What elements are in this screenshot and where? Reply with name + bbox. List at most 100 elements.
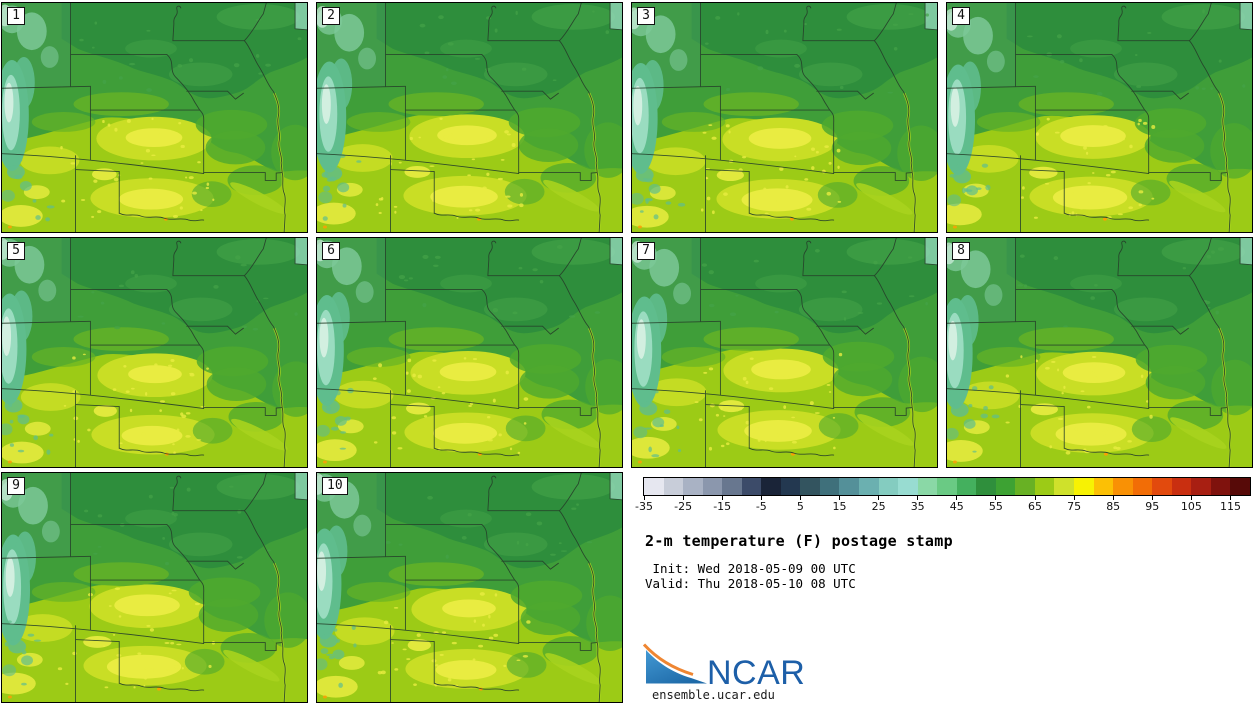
colorbar-tick-label: 115 [1220,500,1241,513]
colorbar-tick [956,496,958,500]
colorbar-tick-label: 65 [1028,500,1042,513]
colorbar-tick [799,496,801,500]
ensemble-panel-5: 5 [1,237,308,468]
state-borders [317,238,622,467]
colorbar-tick-label: 95 [1145,500,1160,513]
colorbar-segment [937,478,957,495]
colorbar-segment [644,478,664,495]
colorbar-segment [1093,478,1114,495]
state-borders [947,3,1252,232]
ensemble-panel-4: 4 [946,2,1253,233]
temperature-map [632,3,937,232]
colorbar-tick [1190,496,1192,500]
colorbar-tick [721,496,723,500]
ensemble-panel-9: 9 [1,472,308,703]
temperature-map [317,473,622,702]
panel-number-label: 9 [7,477,25,495]
colorbar-segment [722,478,742,495]
colorbar-tick-label: 35 [910,500,925,513]
state-borders [632,238,937,467]
colorbar-tick [878,496,880,500]
ensemble-panel-8: 8 [946,237,1253,468]
state-borders [632,3,937,232]
ensemble-panel-7: 7 [631,237,938,468]
ensemble-panel-2: 2 [316,2,623,233]
state-borders [2,3,307,232]
colorbar-segment [702,478,723,495]
temperature-map [317,3,622,232]
colorbar-tick-label: 15 [832,500,847,513]
colorbar-segment [1191,478,1211,495]
colorbar-tick [643,496,645,500]
ensemble-panel-1: 1 [1,2,308,233]
colorbar-tick [682,496,684,500]
colorbar-segment [1015,478,1035,495]
colorbar-segment [1113,478,1133,495]
colorbar-tick-label: -15 [713,500,732,513]
ncar-logo-swoosh [646,650,707,684]
temperature-map [632,238,937,467]
panel-number-label: 2 [322,7,340,25]
colorbar-tick-label: -35 [635,500,653,513]
colorbar-tick-label: -5 [755,500,767,513]
legend-block: -35 -25 -15 -5 5 15 25 35 45 55 65 75 85 95 105 115 2-m… [631,472,1253,703]
state-borders [2,473,307,702]
colorbar-tick [760,496,762,500]
colorbar-segment [898,478,918,495]
panel-number-label: 7 [637,242,655,260]
panel-number-label: 3 [637,7,655,25]
colorbar-tick [995,496,997,500]
state-borders [947,238,1252,467]
panel-number-label: 10 [322,477,348,495]
colorbar-segment [878,478,899,495]
colorbar-segment [800,478,820,495]
colorbar-segment [1034,478,1055,495]
colorbar-segment [1152,478,1172,495]
panel-number-label: 6 [322,242,340,260]
colorbar-segment [839,478,860,495]
colorbar-segment [995,478,1016,495]
colorbar-segment [917,478,938,495]
temperature-colorbar [643,477,1251,496]
ncar-logo-arc [643,643,694,676]
ensemble-panel-3: 3 [631,2,938,233]
colorbar-segment [859,478,879,495]
colorbar-segment [819,478,840,495]
colorbar-segment [956,478,977,495]
state-borders [317,3,622,232]
colorbar-segment [663,478,684,495]
state-borders [317,473,622,702]
colorbar-segment [1074,478,1094,495]
ensemble-panel-10: 10 [316,472,623,703]
init-time-label: Init: Wed 2018-05-09 00 UTC [645,561,856,576]
colorbar-tick [1112,496,1114,500]
valid-time-label: Valid: Thu 2018-05-10 08 UTC [645,576,856,591]
temperature-map [2,473,307,702]
panel-number-label: 5 [7,242,25,260]
ncar-logo: NCAR [643,643,805,688]
colorbar-segment [683,478,703,495]
colorbar-segment [1054,478,1075,495]
colorbar-segment [761,478,781,495]
panel-number-label: 8 [952,242,970,260]
temperature-map [2,238,307,467]
colorbar-tick-label: 55 [988,500,1003,513]
colorbar-tick-label: 45 [949,500,964,513]
colorbar-segment [976,478,996,495]
colorbar-segment [1230,478,1250,495]
temperature-map [2,3,307,232]
colorbar-tick-label: 5 [796,500,804,513]
colorbar-tick [1034,496,1036,500]
colorbar-tick-label: 75 [1067,500,1082,513]
colorbar-segment [780,478,801,495]
temperature-map [947,238,1252,467]
colorbar-tick [1073,496,1075,500]
panel-number-label: 1 [7,7,25,25]
ncar-logo-text: NCAR [707,654,805,688]
temperature-map [317,238,622,467]
colorbar-segment [741,478,762,495]
figure-title: 2-m temperature (F) postage stamp [645,532,953,550]
colorbar-tick [917,496,919,500]
site-url: ensemble.ucar.edu [652,688,775,702]
